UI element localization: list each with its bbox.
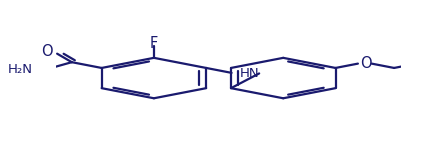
Text: O: O — [360, 56, 371, 71]
Text: HN: HN — [240, 67, 260, 80]
Text: O: O — [41, 44, 53, 59]
Text: F: F — [150, 36, 158, 51]
Text: H₂N: H₂N — [8, 63, 33, 76]
